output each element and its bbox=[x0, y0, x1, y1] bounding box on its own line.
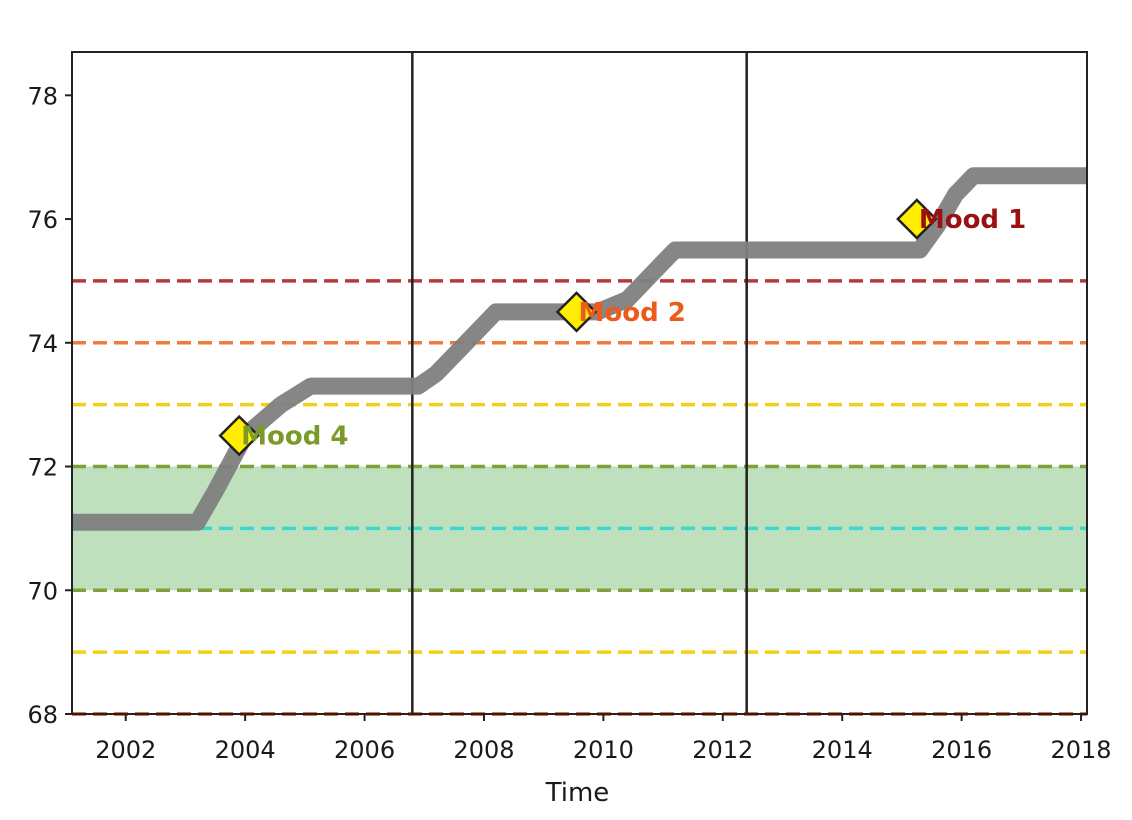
x-tick-label: 2002 bbox=[95, 736, 156, 764]
mood-marker bbox=[555, 291, 598, 333]
period-dividers-layer bbox=[411, 52, 748, 714]
mood-label: Mood 1 bbox=[919, 205, 1026, 235]
y-tick-label: 74 bbox=[27, 330, 58, 358]
mood-marker bbox=[218, 414, 260, 457]
y-tick-label: 78 bbox=[27, 82, 58, 110]
y-axis: 68 70 72 74 76 78 bbox=[27, 82, 72, 729]
x-tick-label: 2018 bbox=[1050, 736, 1111, 764]
x-tick-label: 2004 bbox=[215, 736, 276, 764]
y-tick-label: 70 bbox=[27, 577, 58, 605]
x-tick-label: 2014 bbox=[812, 736, 873, 764]
x-tick-label: 2006 bbox=[334, 736, 395, 764]
mood-label: Mood 2 bbox=[579, 298, 686, 328]
x-tick-label: 2016 bbox=[931, 736, 992, 764]
x-tick-label: 2010 bbox=[573, 736, 634, 764]
plot-frame bbox=[71, 51, 1088, 715]
x-axis-title: Time bbox=[545, 778, 610, 808]
markers-layer: Mood 4 Mood 2 Mood 1 bbox=[218, 198, 1026, 457]
mood-label: Mood 4 bbox=[241, 422, 348, 452]
y-tick-label: 68 bbox=[27, 701, 58, 729]
x-tick-label: 2008 bbox=[453, 736, 514, 764]
mood-marker bbox=[896, 198, 938, 240]
y-tick-label: 76 bbox=[27, 206, 58, 234]
x-axis: 2002 2004 2006 2008 2010 2012 2014 2016 2018 bbox=[95, 714, 1112, 764]
x-tick-label: 2012 bbox=[692, 736, 753, 764]
y-tick-label: 72 bbox=[27, 454, 58, 482]
